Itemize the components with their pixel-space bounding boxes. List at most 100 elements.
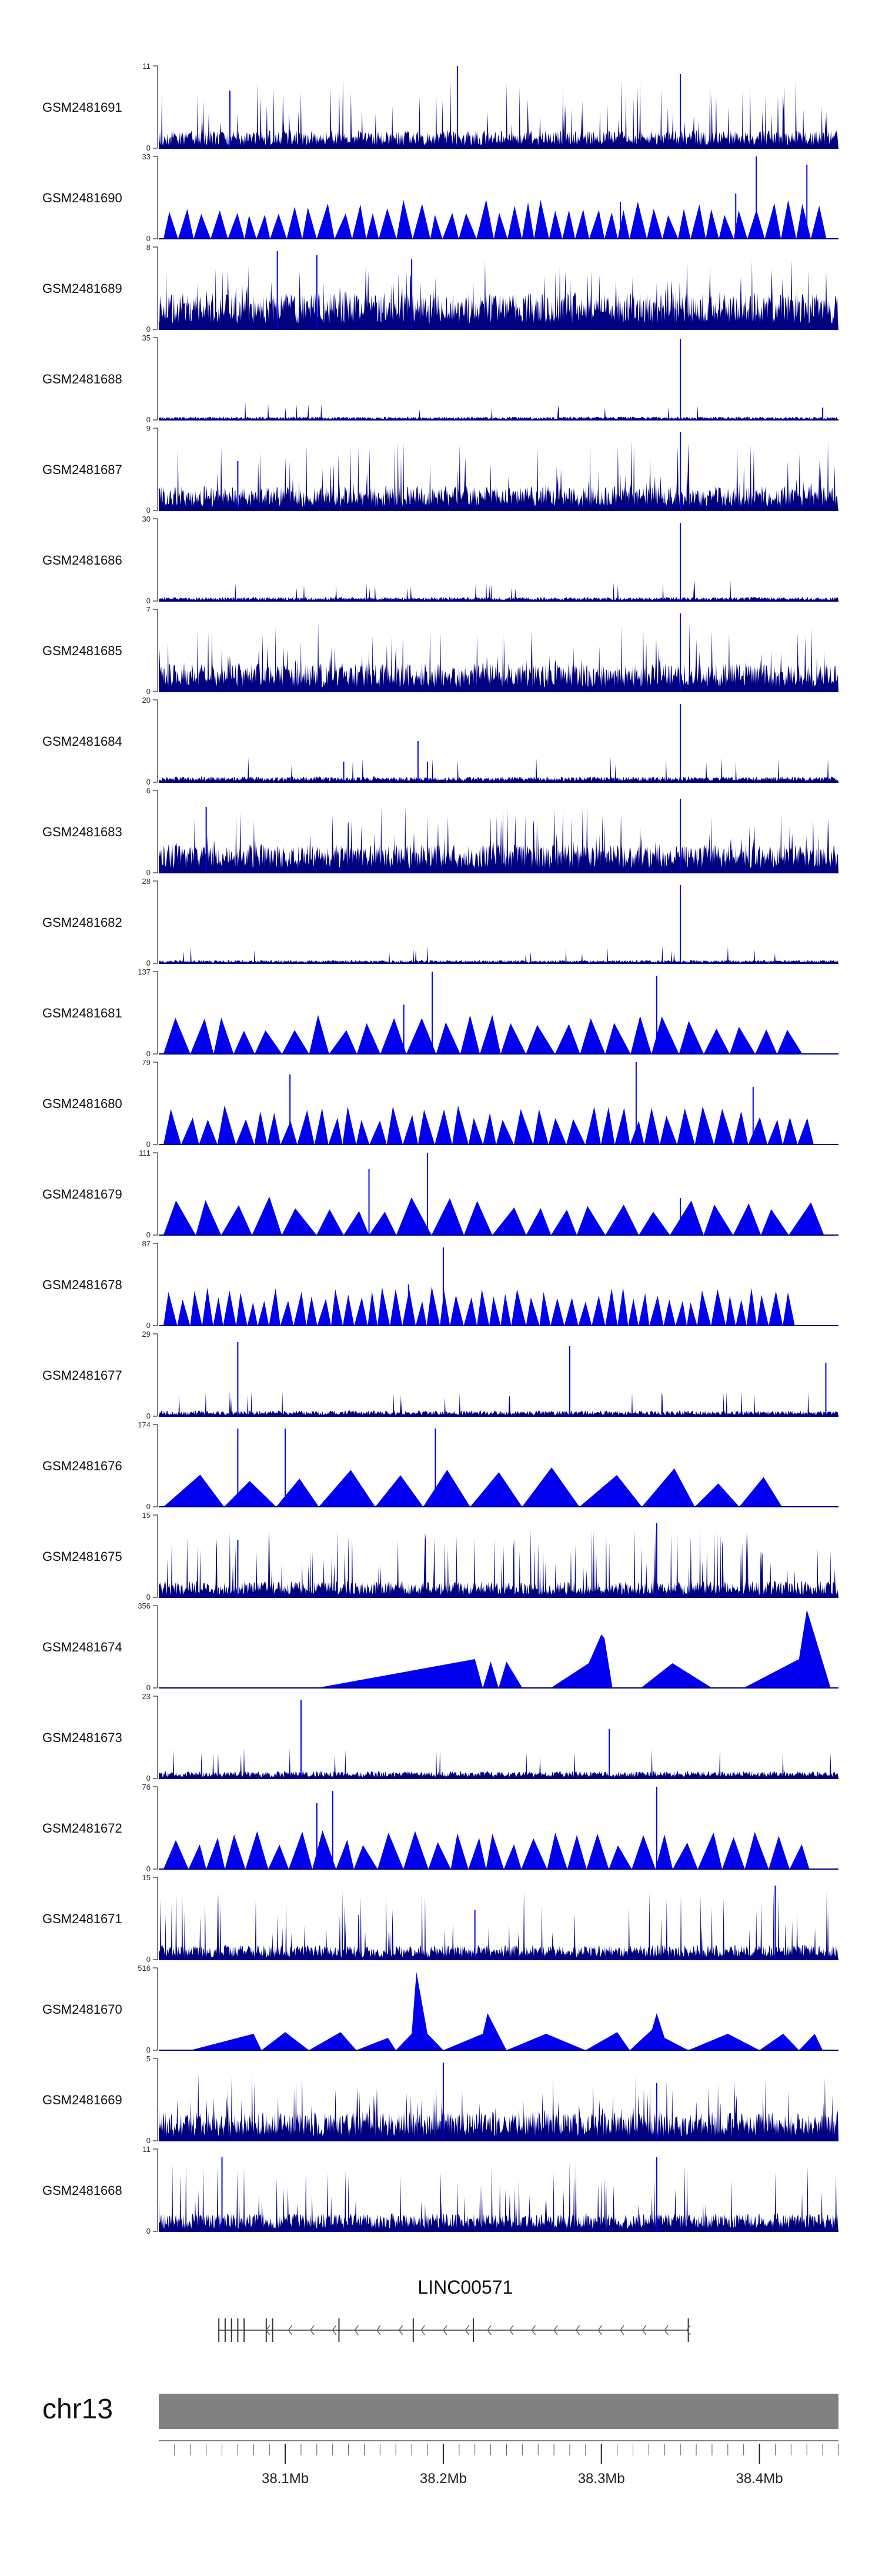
y-min-label: 0: [146, 325, 151, 333]
y-min-label: 0: [146, 415, 151, 424]
track-GSM2481686: GSM2481686 30 0: [42, 515, 838, 605]
y-min-label: 0: [146, 1864, 151, 1873]
y-max-label: 15: [142, 1873, 151, 1882]
track-GSM2481679: GSM2481679 111 0: [42, 1149, 838, 1239]
track-label: GSM2481678: [42, 1277, 122, 1292]
coverage-area: [159, 1391, 838, 1416]
track-GSM2481670: GSM2481670 516 0: [42, 1964, 838, 2054]
y-min-label: 0: [146, 144, 151, 152]
track-GSM2481674: GSM2481674 356 0: [42, 1601, 838, 1692]
coverage-area: [190, 1972, 823, 2050]
track-GSM2481669: GSM2481669 5 0: [42, 2054, 838, 2145]
track-label: GSM2481676: [42, 1459, 122, 1473]
track-GSM2481668: GSM2481668 11 0: [42, 2145, 838, 2235]
y-max-label: 356: [138, 1601, 151, 1610]
y-max-label: 11: [143, 2145, 151, 2154]
strand-arrow: [376, 2325, 381, 2335]
coverage-area: [159, 199, 827, 239]
track-GSM2481690: GSM2481690 33 0: [42, 152, 838, 243]
y-max-label: 5: [146, 2054, 151, 2063]
strand-arrow: [442, 2325, 447, 2335]
track-label: GSM2481686: [42, 553, 122, 568]
y-min-label: 0: [146, 1683, 151, 1692]
strand-arrow: [310, 2325, 315, 2335]
gene-label: LINC00571: [417, 2277, 513, 2298]
y-min-label: 0: [146, 1140, 151, 1149]
strand-arrow: [354, 2325, 359, 2335]
y-min-label: 0: [146, 959, 151, 967]
coverage-area: [159, 2161, 838, 2231]
strand-arrow: [686, 2325, 691, 2335]
genome-tick-label: 38.2Mb: [420, 2471, 467, 2487]
y-min-label: 0: [146, 2227, 151, 2235]
y-min-label: 0: [146, 1593, 151, 1601]
coverage-area: [159, 1105, 814, 1144]
track-label: GSM2481689: [42, 281, 122, 296]
y-min-label: 0: [146, 868, 151, 877]
track-GSM2481685: GSM2481685 7 0: [42, 605, 838, 696]
track-label: GSM2481673: [42, 1730, 122, 1745]
track-label: GSM2481690: [42, 191, 122, 205]
strand-arrow: [420, 2325, 425, 2335]
y-min-label: 0: [146, 1774, 151, 1783]
track-label: GSM2481671: [42, 1911, 122, 1926]
y-max-label: 30: [142, 515, 151, 523]
y-max-label: 7: [146, 605, 151, 614]
genome-axis: 38.1Mb 38.2Mb 38.3Mb 38.4Mb: [159, 2440, 839, 2487]
coverage-area: [159, 402, 838, 420]
track-label: GSM2481687: [42, 462, 122, 477]
coverage-area: [159, 1890, 838, 1960]
y-max-label: 9: [146, 424, 151, 433]
y-max-label: 6: [146, 786, 151, 795]
track-GSM2481688: GSM2481688 35 0: [42, 333, 838, 424]
y-max-label: 8: [146, 243, 151, 252]
coverage-area: [159, 1196, 824, 1235]
ideogram-track: chr13: [42, 2394, 838, 2429]
y-min-label: 0: [146, 2136, 151, 2145]
track-label: GSM2481672: [42, 1821, 122, 1836]
y-min-label: 0: [146, 1955, 151, 1964]
strand-arrow: [531, 2325, 536, 2335]
strand-arrow: [265, 2325, 270, 2335]
coverage-area: [159, 1286, 795, 1326]
track-GSM2481684: GSM2481684 20 0: [42, 696, 838, 786]
genome-tick-label: 38.3Mb: [578, 2471, 625, 2487]
chromosome-label: chr13: [42, 2394, 113, 2425]
track-label: GSM2481684: [42, 734, 122, 749]
chromosome-ideogram-bar: [159, 2394, 838, 2429]
track-GSM2481691: GSM2481691 11 0: [42, 62, 838, 152]
track-label: GSM2481668: [42, 2183, 122, 2198]
track-label: GSM2481681: [42, 1006, 122, 1020]
strand-arrow: [288, 2325, 293, 2335]
track-label: GSM2481679: [42, 1187, 122, 1202]
y-min-label: 0: [146, 2046, 151, 2054]
y-min-label: 0: [146, 1049, 151, 1058]
coverage-area: [159, 1015, 803, 1054]
y-max-label: 33: [142, 152, 151, 161]
track-label: GSM2481670: [42, 2002, 122, 2017]
y-max-label: 35: [142, 333, 151, 342]
y-min-label: 0: [146, 596, 151, 605]
strand-arrow: [398, 2325, 403, 2335]
y-max-label: 23: [142, 1692, 151, 1701]
y-max-label: 11: [143, 62, 151, 71]
y-min-label: 0: [146, 1230, 151, 1239]
gene-strand-arrows: [218, 2318, 691, 2342]
coverage-area: [159, 1467, 782, 1507]
track-label: GSM2481685: [42, 643, 122, 658]
coverage-area: [159, 946, 838, 963]
y-max-label: 15: [142, 1511, 151, 1520]
track-label: GSM2481688: [42, 372, 122, 386]
coverage-area: [159, 1830, 810, 1869]
track-GSM2481672: GSM2481672 76 0: [42, 1783, 838, 1873]
track-label: GSM2481675: [42, 1549, 122, 1564]
strand-arrow: [553, 2325, 558, 2335]
coverage-area: [316, 1610, 831, 1688]
track-GSM2481673: GSM2481673 23 0: [42, 1692, 838, 1783]
coverage-tracks: GSM2481691110GSM2481690330GSM248168980GS…: [42, 62, 838, 2235]
y-min-label: 0: [146, 687, 151, 696]
strand-arrow: [509, 2325, 514, 2335]
strand-arrow: [620, 2325, 624, 2335]
coverage-area: [159, 2071, 838, 2141]
